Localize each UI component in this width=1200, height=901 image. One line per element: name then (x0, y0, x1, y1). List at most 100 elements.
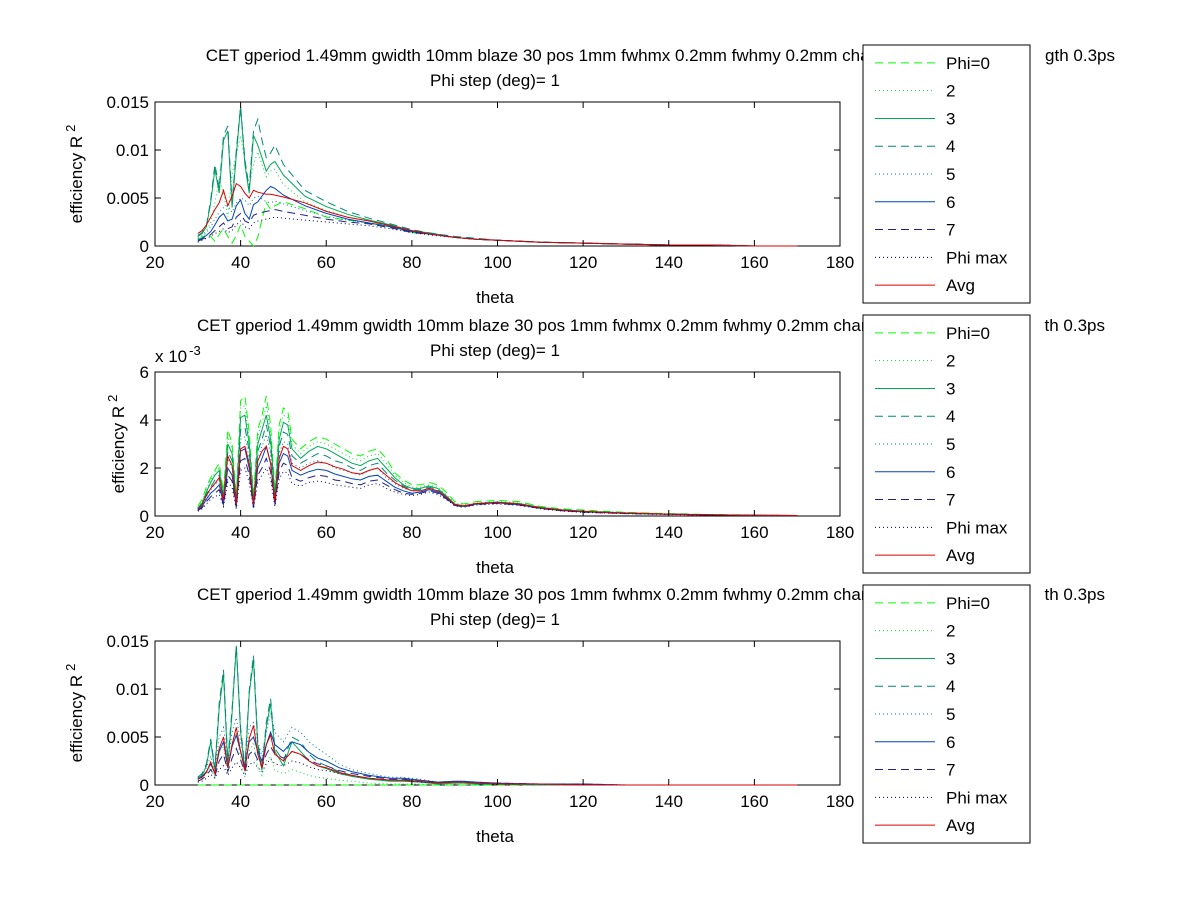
subplot-1-ylabel-sup: 2 (63, 125, 78, 132)
subplot-3-y-tick-label: 0.015 (106, 632, 149, 651)
subplot-2-x-tick-label: 180 (826, 523, 854, 542)
subplot-1-legend-label: 4 (946, 137, 955, 156)
subplot-3-legend-label: 6 (946, 733, 955, 752)
subplot-1-x-tick-label: 40 (231, 253, 250, 272)
subplot-1-legend-label: 2 (946, 82, 955, 101)
subplot-2-legend-label: 3 (946, 379, 955, 398)
subplot-2-ticks-layer: 20 40 60 80 100 120 140 160 180 0 2 4 6 (140, 363, 855, 542)
subplot-1-legend-box (862, 44, 1031, 304)
subplot-3-x-tick-label: 40 (231, 792, 250, 811)
subplot-2-series-line-7 (197, 457, 798, 516)
subplot-3-title-tail: th 0.3ps (1045, 585, 1106, 604)
subplot-1-x-tick-label: 100 (483, 253, 511, 272)
subplot-1-series-line-7 (197, 208, 798, 247)
subplot-1-legend-label: Phi=0 (946, 54, 990, 73)
subplot-3-legend-label: 2 (946, 622, 955, 641)
subplot-2-series-line-8 (197, 466, 798, 517)
subplot-2-legend-label: Phi=0 (946, 324, 990, 343)
subplot-2-ylabel-text: efficiency R (109, 406, 128, 494)
subplot-3-y-tick-label: 0 (140, 776, 149, 795)
subplot-3-legend-label: Avg (946, 816, 975, 835)
subplot-2-legend-label: 4 (946, 407, 955, 426)
subplot-2-x-tick-label: 100 (483, 523, 511, 542)
subplot-2-legend-box (862, 314, 1031, 574)
subplot-3-x-tick-label: 180 (826, 792, 854, 811)
subplot-3-x-tick-label: 60 (317, 792, 336, 811)
subplot-2-x-tick-label: 80 (402, 523, 421, 542)
subplot-3-x-tick-label: 140 (655, 792, 683, 811)
subplot-2-legend-label: 5 (946, 435, 955, 454)
subplot-1-legend-label: 7 (946, 221, 955, 240)
subplot-1-y-tick-label: 0.01 (116, 141, 149, 160)
subplot-1-x-tick-label: 20 (146, 253, 165, 272)
subplot-2-x-tick-label: 60 (317, 523, 336, 542)
subplot-2-x-tick-label: 140 (655, 523, 683, 542)
subplot-2: CET gperiod 1.49mm gwidth 10mm blaze 30 … (105, 314, 1106, 577)
subplot-1-series-layer (197, 106, 798, 247)
subplot-3-legend-label: 4 (946, 677, 955, 696)
subplot-1-x-tick-label: 80 (402, 253, 421, 272)
subplot-2-legend-label: 7 (946, 491, 955, 510)
subplot-2-y-multiplier: x 10 -3 (155, 343, 201, 366)
subplot-2-x-tick-label: 20 (146, 523, 165, 542)
subplot-2-series-layer (197, 394, 798, 517)
subplot-1-ticks-layer: 20 40 60 80 100 120 140 160 180 0 0.005 0.01 0.015 (106, 93, 854, 272)
subplot-2-legend-label: Phi max (946, 518, 1008, 537)
subplot-1-series-line-1 (197, 201, 798, 247)
subplot-2-x-tick-label: 120 (569, 523, 597, 542)
subplot-1-ylabel: efficiency R 2 (63, 125, 86, 224)
subplot-2-y-multiplier-exp: -3 (189, 343, 201, 358)
subplot-3-subtitle: Phi step (deg)= 1 (430, 610, 560, 629)
subplot-1-legend-label: Avg (946, 276, 975, 295)
subplot-3-legend-label: Phi=0 (946, 594, 990, 613)
subplot-2-ylabel: efficiency R 2 (105, 395, 128, 494)
subplot-3-x-tick-label: 100 (483, 792, 511, 811)
subplot-3-title: CET gperiod 1.49mm gwidth 10mm blaze 30 … (197, 585, 909, 604)
subplot-1-ylabel-text: efficiency R (67, 136, 86, 224)
subplot-1-x-tick-label: 160 (740, 253, 768, 272)
subplot-2-x-tick-label: 160 (740, 523, 768, 542)
subplot-3-legend-label: 3 (946, 649, 955, 668)
subplot-2-y-tick-label: 6 (140, 363, 149, 382)
subplot-3: CET gperiod 1.49mm gwidth 10mm blaze 30 … (63, 584, 1106, 846)
subplot-2-y-tick-label: 0 (140, 507, 149, 526)
subplot-2-y-tick-label: 4 (140, 411, 149, 430)
subplot-1-x-tick-label: 180 (826, 253, 854, 272)
subplot-3-series-line-4 (197, 645, 798, 786)
subplot-3-legend-label: 7 (946, 761, 955, 780)
subplot-1-title: CET gperiod 1.49mm gwidth 10mm blaze 30 … (206, 46, 909, 65)
subplot-3-y-tick-label: 0.005 (106, 728, 149, 747)
subplot-1-x-tick-label: 120 (569, 253, 597, 272)
subplot-1-x-tick-label: 140 (655, 253, 683, 272)
subplot-3-legend-box (862, 584, 1031, 844)
subplot-1-subtitle: Phi step (deg)= 1 (430, 71, 560, 90)
subplot-3-y-tick-label: 0.01 (116, 680, 149, 699)
subplot-3-ylabel-text: efficiency R (67, 675, 86, 763)
subplot-3-x-tick-label: 20 (146, 792, 165, 811)
subplot-3-ylabel: efficiency R 2 (63, 664, 86, 763)
subplot-1-legend-label: Phi max (946, 248, 1008, 267)
subplot-1-legend-label: 5 (946, 165, 955, 184)
subplot-2-subtitle: Phi step (deg)= 1 (430, 341, 560, 360)
subplot-3-ticks-layer: 20 40 60 80 100 120 140 160 180 0 0.005 0.01 0.015 (106, 632, 854, 811)
subplot-1: CET gperiod 1.49mm gwidth 10mm blaze 30 … (63, 44, 1115, 307)
subplot-3-x-tick-label: 120 (569, 792, 597, 811)
subplot-1-y-tick-label: 0 (140, 237, 149, 256)
subplot-1-xlabel: theta (476, 288, 514, 307)
subplot-1-y-tick-label: 0.015 (106, 93, 149, 112)
subplot-3-ylabel-sup: 2 (63, 664, 78, 671)
subplot-2-y-tick-label: 2 (140, 459, 149, 478)
subplot-2-ylabel-sup: 2 (105, 395, 120, 402)
subplot-3-xlabel: theta (476, 827, 514, 846)
subplot-2-title: CET gperiod 1.49mm gwidth 10mm blaze 30 … (197, 316, 909, 335)
subplot-1-x-tick-label: 60 (317, 253, 336, 272)
subplot-1-series-line-9 (197, 182, 798, 247)
subplot-3-legend-label: Phi max (946, 788, 1008, 807)
subplot-2-title-tail: th 0.3ps (1045, 316, 1106, 335)
subplot-3-legend-label: 5 (946, 705, 955, 724)
subplot-3-series-line-2 (197, 730, 798, 786)
subplot-2-xlabel: theta (476, 558, 514, 577)
subplot-1-legend: Phi=0 2 3 4 5 6 7 Phi max Avg (862, 44, 1031, 304)
subplot-2-x-tick-label: 40 (231, 523, 250, 542)
subplot-2-y-multiplier-base: x 10 (155, 347, 187, 366)
